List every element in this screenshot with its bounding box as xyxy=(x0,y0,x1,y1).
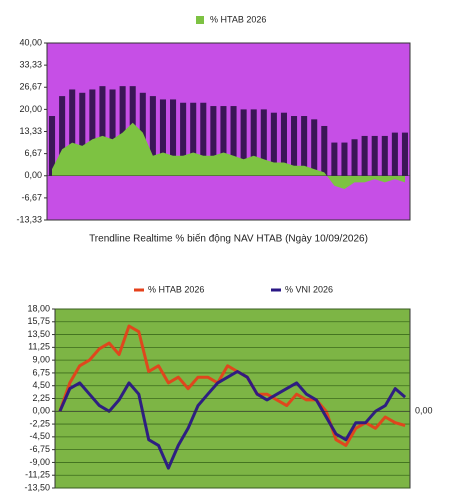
legend-label: % VNI 2026 xyxy=(285,284,333,294)
plot-area xyxy=(46,42,411,221)
y-tick-label: 18,00 xyxy=(27,303,50,313)
bar xyxy=(99,86,106,176)
bar xyxy=(230,106,237,176)
bar xyxy=(69,89,76,176)
bar xyxy=(210,106,217,176)
y-tick-label: 11,25 xyxy=(28,342,50,352)
x-axis-title: Trendline Realtime % biến động NAV HTAB … xyxy=(89,233,368,245)
legend-label: % HTAB 2026 xyxy=(148,284,204,294)
bar xyxy=(341,142,348,176)
bar xyxy=(119,86,126,176)
bar xyxy=(280,112,287,176)
bar xyxy=(149,96,156,176)
bar xyxy=(109,89,116,176)
y2-tick-label: 0,00 xyxy=(415,406,433,416)
y-tick-label: 9,00 xyxy=(32,355,50,365)
bar xyxy=(301,116,308,176)
y-tick-label: 15,75 xyxy=(27,316,50,326)
y-tick-label: 2,25 xyxy=(32,393,50,403)
bar xyxy=(79,92,86,176)
bar xyxy=(260,109,267,176)
bar xyxy=(89,89,96,176)
bar xyxy=(59,96,66,176)
bar xyxy=(250,109,257,176)
y-tick-label: -4,50 xyxy=(29,431,50,441)
y-tick-label: -13,33 xyxy=(16,214,42,224)
bar xyxy=(190,102,197,176)
y-tick-label: -6,67 xyxy=(21,192,42,202)
bar xyxy=(361,135,368,176)
bar xyxy=(391,132,398,176)
area xyxy=(52,122,405,189)
legend-swatch xyxy=(196,16,204,24)
line xyxy=(58,370,407,470)
bar xyxy=(401,132,408,176)
y-tick-label: -6,75 xyxy=(29,444,50,454)
y-tick-label: -9,00 xyxy=(29,457,50,467)
bar xyxy=(321,125,328,176)
bar xyxy=(200,102,207,176)
y-tick-label: 13,50 xyxy=(27,329,50,339)
bar xyxy=(49,116,56,176)
y-tick-label: 40,00 xyxy=(19,37,42,47)
bar xyxy=(371,135,378,176)
y-tick-label: -2,25 xyxy=(29,418,50,428)
y-tick-label: -11,25 xyxy=(25,470,50,480)
bar xyxy=(331,142,338,176)
y-tick-label: 20,00 xyxy=(19,104,42,114)
bar xyxy=(381,135,388,176)
y-tick-label: 4,50 xyxy=(32,380,50,390)
y-tick-label: 33,33 xyxy=(19,60,42,70)
line xyxy=(58,324,406,447)
bar xyxy=(291,116,298,176)
bar xyxy=(170,99,177,176)
legend-label: % HTAB 2026 xyxy=(210,14,266,24)
bar xyxy=(351,139,358,176)
bar xyxy=(220,106,227,176)
y-tick-label: 0,00 xyxy=(32,406,50,416)
y-tick-label: 6,75 xyxy=(32,367,50,377)
y-tick-label: 13,33 xyxy=(19,126,42,136)
y-tick-label: -13,50 xyxy=(24,482,50,492)
y-tick-label: 26,67 xyxy=(19,82,42,92)
y-tick-label: 0,00 xyxy=(24,170,42,180)
bar xyxy=(240,109,247,176)
bar xyxy=(270,112,277,176)
bar xyxy=(180,102,187,176)
bar xyxy=(159,99,166,176)
bar xyxy=(311,119,318,176)
y-tick-label: 6,67 xyxy=(24,148,42,158)
